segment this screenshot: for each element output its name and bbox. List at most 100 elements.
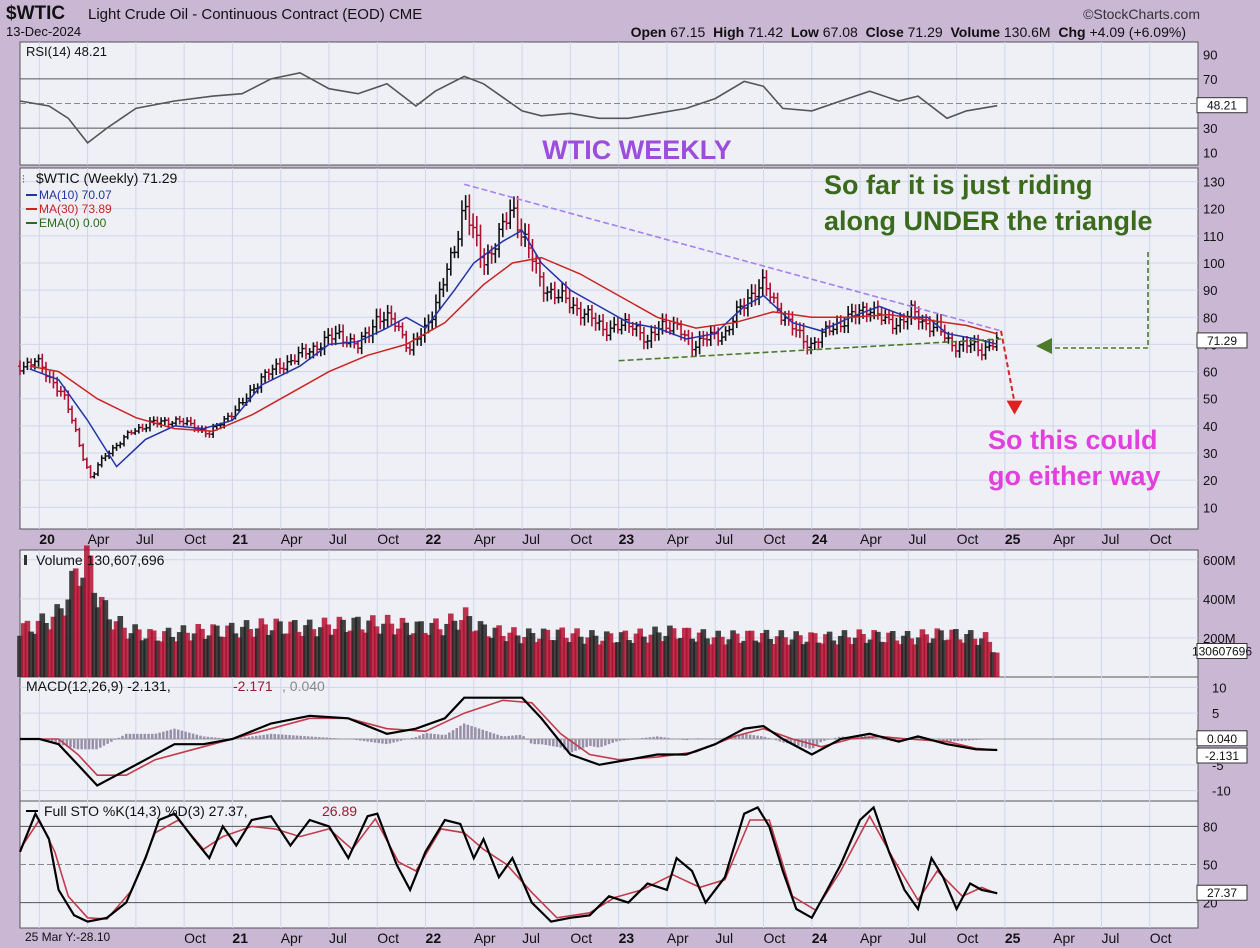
volume-y-tick: 200M [1203,631,1236,646]
volume-bar [399,617,406,677]
volume-bar [288,621,294,677]
price-series-line [29,256,998,433]
volume-bar [633,633,640,677]
volume-bar [306,619,313,677]
text-layer: 20 Apr Jul Oct Oct 21 21 Apr Apr Jul Jul Oct Oct 22 22… [22,44,1252,946]
volume-bar [919,629,926,677]
close-label: Close [865,24,904,40]
volume-bar [407,634,413,677]
volume-bar [629,642,636,677]
price-y-tick: 100 [1203,256,1225,271]
volume-bar [28,631,34,677]
volume-bar [191,633,198,677]
volume-bar [711,637,718,677]
panel-price [19,167,1199,530]
volume-bar [652,626,658,677]
volume-bar [678,637,684,677]
volume-bar [184,632,190,677]
volume-bar [875,631,881,677]
volume-bar [797,635,803,677]
x-tick-label-bottom: Apr [281,930,303,946]
volume-bar [893,640,900,677]
x-tick-label: Apr [860,531,882,547]
volume-bar [277,621,283,677]
volume-bar [477,621,484,677]
volume-bar [856,629,863,677]
volume-bar [50,616,57,677]
volume-bar [355,616,361,677]
annotation-note-top: along UNDER the triangle [824,206,1153,236]
x-tick-label-bottom: Jul [1101,930,1119,946]
volume-bar [993,652,1000,677]
volume-bar [132,624,138,677]
volume-bar [834,644,840,677]
x-tick-label: Jul [1101,531,1119,547]
volume-bar [173,641,179,677]
price-y-tick: 30 [1203,446,1217,461]
volume-bar [659,641,666,677]
volume-bar [251,636,257,677]
symbol-label: $WTIC [6,3,66,24]
volume-bar [745,630,751,677]
volume-bar [147,629,153,677]
volume-bar [314,636,320,677]
x-tick-label: Oct [377,531,399,547]
volume-bar [325,624,332,677]
x-tick-label: Apr [88,531,110,547]
volume-bar [188,640,194,677]
macd-y-tick: 10 [1212,680,1226,695]
close-value: 71.29 [907,24,943,40]
volume-bar [563,637,569,677]
x-tick-label: Jul [522,531,540,547]
volume-bar [667,625,673,677]
volume-bar [904,630,911,677]
x-tick-label-bottom: Apr [860,930,882,946]
volume-icon [24,555,27,565]
volume-bar [696,632,703,677]
volume-bar [262,624,268,677]
green-arrow-shaft [1052,252,1149,349]
volume-bar [889,631,896,677]
volume-bar [655,632,662,677]
volume-bar [473,630,480,677]
candles-icon: ⫶ [22,173,25,186]
volume-bar [529,632,536,677]
volume-bar [960,642,967,677]
volume-bar [581,643,588,677]
volume-bar [945,639,952,677]
volume-bar [61,615,68,677]
volume-bar [574,628,580,677]
volume-bar [871,630,877,677]
volume-bar [967,630,974,677]
volume-bar [518,643,525,677]
x-tick-label: Oct [763,531,785,547]
x-tick-label-bottom: Apr [474,930,496,946]
volume-bar [514,635,521,677]
volume-bar [24,620,31,677]
volume-bar [990,652,996,677]
volume-label: Volume [950,24,1000,40]
instrument-name: Light Crude Oil - Continuous Contract (E… [88,6,385,23]
volume-bar [136,629,142,677]
volume-bar [336,616,343,677]
volume-bar [741,640,747,677]
x-tick-label-bottom: Jul [908,930,926,946]
legend-entry: EMA(0) 0.00 [39,216,107,230]
volume-bar [266,634,272,677]
x-tick-label: Jul [329,531,347,547]
sto-y-tick: 50 [1203,858,1217,873]
volume-bar [373,626,380,677]
volume-bar [20,623,27,677]
volume-bar [485,636,491,677]
volume-bar [280,633,287,677]
cursor-readout: 25 Mar Y:-28.10 [22,930,114,944]
triangle-upper-line [463,183,1002,332]
volume-bar [240,626,246,677]
volume-bar [499,635,506,677]
volume-bar [221,636,228,677]
x-tick-label-bottom: Oct [184,930,206,946]
volume-bar [949,629,955,677]
x-tick-label: Jul [136,531,154,547]
price-y-tick: 130 [1203,175,1225,190]
volume-bar [956,639,963,677]
